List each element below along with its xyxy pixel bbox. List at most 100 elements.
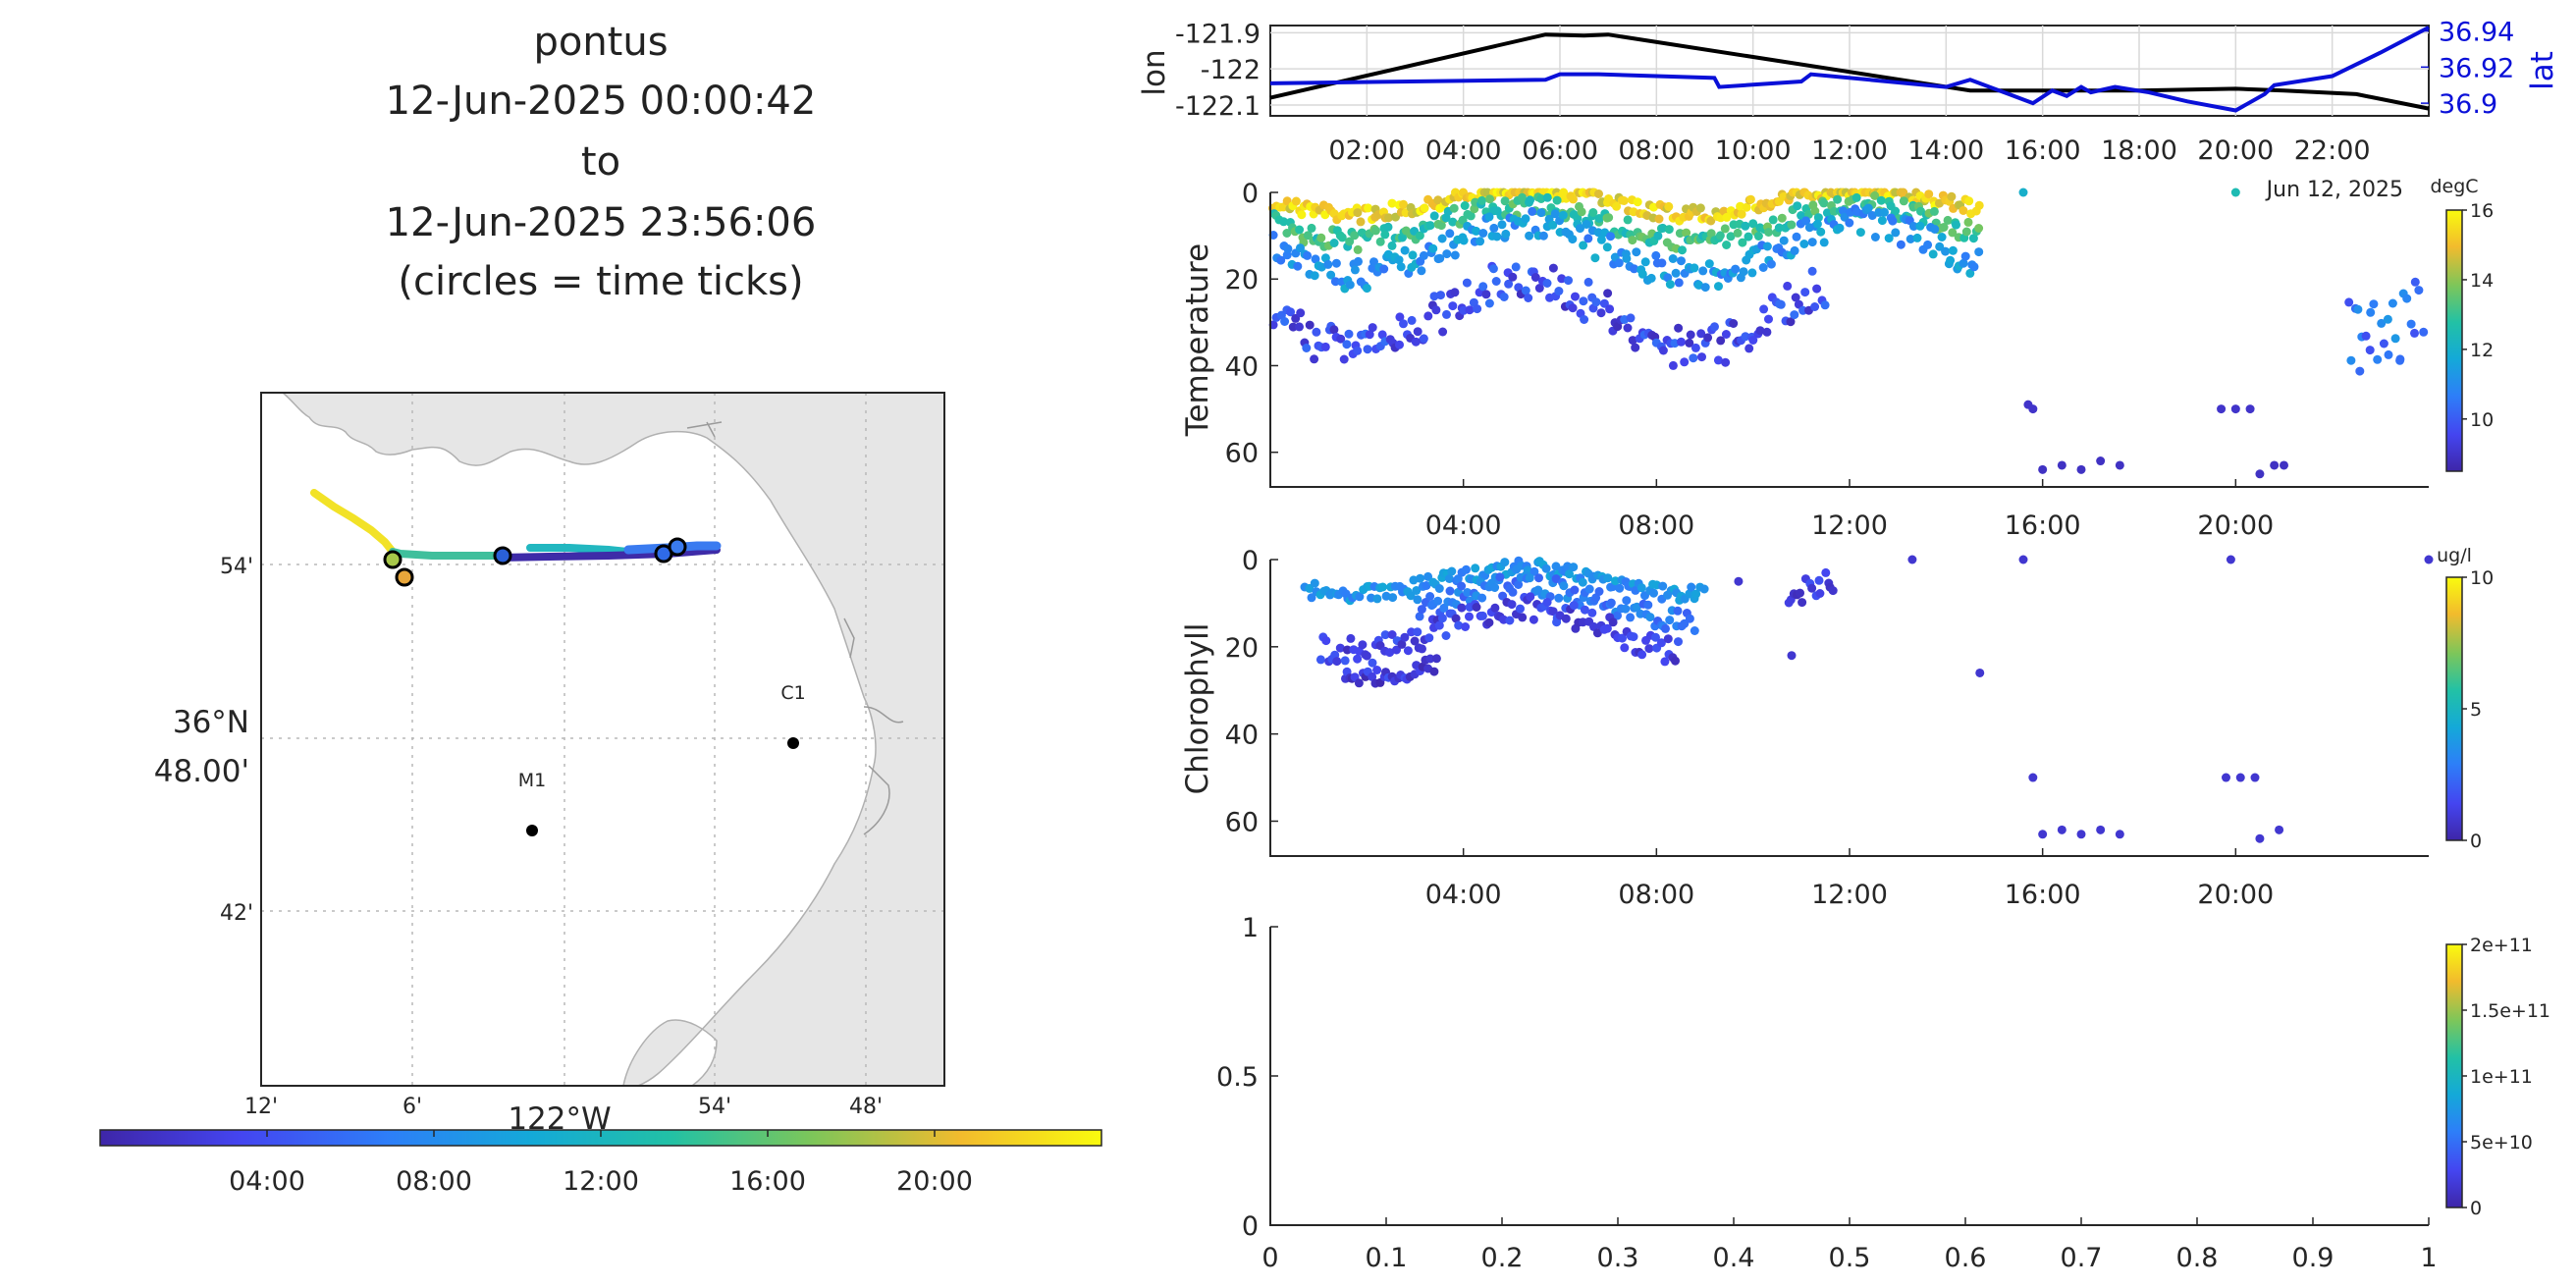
chl-points-point	[1516, 604, 1525, 614]
position-x-tick-label: 08:00	[1618, 135, 1694, 166]
temp-points-point	[1714, 282, 1723, 292]
temp-points-point	[1738, 238, 1747, 247]
temp-points-point	[1295, 322, 1304, 332]
temp-points-point	[1822, 208, 1832, 218]
chl-points-point	[1424, 633, 1434, 643]
temp-points-point	[1685, 338, 1694, 348]
temp-points-point	[1329, 239, 1339, 247]
chl-points-point	[1463, 588, 1473, 597]
temp-points-point	[1387, 241, 1397, 250]
temp-points-point	[1912, 233, 1922, 242]
chl-points-point	[1570, 585, 1580, 595]
temp-points-point	[1504, 279, 1514, 289]
map-lat-tick: 42'	[220, 901, 253, 926]
temp-points-point	[1915, 221, 1925, 231]
temp-points-point	[1721, 357, 1731, 367]
position-x-tick-label: 04:00	[1425, 135, 1502, 166]
temp-points-point	[2038, 464, 2048, 474]
temp-points-point	[1353, 208, 1363, 218]
temp-points-point	[1484, 212, 1494, 222]
temp-points-point	[1428, 243, 1438, 253]
chl-points-x-tick-label: 12:00	[1811, 880, 1888, 910]
lon-tick-label: -122.1	[1175, 91, 1261, 122]
station-label-c1: C1	[780, 682, 805, 704]
track-segment-mid	[389, 548, 505, 560]
chl-points-point	[1484, 617, 1494, 627]
chl-points-point	[1429, 667, 1439, 676]
temp-points-point	[1845, 218, 1854, 228]
temp-points-point	[2245, 404, 2255, 414]
temp-points-point	[1582, 220, 1591, 229]
empty-x-tick-label: 0.6	[1945, 1243, 1987, 1273]
temp-points-point	[1330, 277, 1340, 287]
position-x-tick-label: 02:00	[1328, 135, 1405, 166]
temp-points-point	[1391, 212, 1400, 222]
chl-points-point	[1651, 632, 1660, 642]
temp-points-point	[1449, 203, 1459, 213]
chl-points-point	[1439, 603, 1449, 613]
temp-points-point	[1855, 228, 1865, 238]
chl-points-point	[1354, 678, 1364, 688]
temp-points-point	[1698, 266, 1708, 276]
temp-points-point	[1682, 228, 1691, 238]
temp-points-point	[1696, 329, 1706, 339]
temp-points-point	[1336, 334, 1346, 344]
colorbar-tick-label: 10	[2470, 409, 2494, 431]
temp-points-point	[1365, 330, 1374, 340]
track-segment-mid-2	[526, 544, 632, 556]
temp-points-point	[1303, 231, 1313, 241]
temp-points-point	[1448, 301, 1458, 311]
temp-points-point	[1793, 201, 1802, 211]
position-x-tick-label: 16:00	[2005, 135, 2081, 166]
temp-points-point	[2018, 188, 2028, 197]
chl-points-point	[1621, 604, 1631, 614]
chl-points-point	[1787, 651, 1797, 661]
chl-points-point	[2028, 773, 2038, 782]
temp-points-point	[1748, 336, 1758, 345]
temp-points-point	[1602, 242, 1612, 252]
date-overlap-label: Jun 12, 2025	[2265, 178, 2403, 202]
temp-points-point	[1631, 343, 1640, 352]
temp-points-point	[2346, 355, 2356, 365]
temp-points-point	[1588, 208, 1598, 217]
chl-points-point	[2222, 773, 2230, 782]
temp-points-point	[1870, 233, 1880, 242]
temp-points-point	[1542, 279, 1552, 288]
chl-points-point	[1608, 617, 1618, 627]
chl-points-point	[1413, 627, 1422, 637]
chl-points-point	[1451, 614, 1461, 623]
chl-points-point	[1620, 643, 1630, 653]
temp-points-point	[1628, 236, 1637, 245]
temp-points-point	[1663, 273, 1673, 283]
temp-points-point	[1501, 229, 1511, 239]
chl-points-point	[1342, 645, 1352, 655]
temp-points-point	[1959, 258, 1968, 268]
temp-points-point	[1345, 237, 1355, 246]
chl-points-point	[1606, 598, 1616, 608]
temp-points-point	[1710, 322, 1719, 332]
chl-points-point	[1592, 628, 1602, 638]
time-tick-circle	[395, 567, 414, 587]
temp-points-point	[2388, 298, 2397, 308]
chl-points-point	[1403, 646, 1413, 656]
temp-points-point	[1542, 192, 1552, 202]
chl-points-point	[1477, 593, 1487, 603]
temp-points-point	[1307, 223, 1316, 233]
temp-points-point	[1680, 357, 1690, 367]
temp-points-point	[1552, 195, 1562, 205]
chl-points-point	[2255, 833, 2265, 843]
chl-points-point	[1335, 643, 1345, 653]
temp-points-point	[1500, 196, 1510, 206]
temp-points-point	[1296, 243, 1305, 253]
chl-points-point	[1358, 640, 1368, 650]
chl-points-point	[1622, 596, 1632, 606]
position-x-tick-label: 20:00	[2197, 135, 2274, 166]
temp-points-point	[1762, 327, 1772, 337]
title-line-1: pontus	[533, 20, 668, 65]
temp-points-point	[1689, 353, 1698, 363]
temp-points-point	[1583, 277, 1593, 287]
chl-points-point	[1637, 650, 1647, 660]
temp-points-point	[1305, 320, 1315, 330]
temp-points-point	[1937, 233, 1947, 242]
empty-panel-axes	[1269, 927, 2429, 1226]
